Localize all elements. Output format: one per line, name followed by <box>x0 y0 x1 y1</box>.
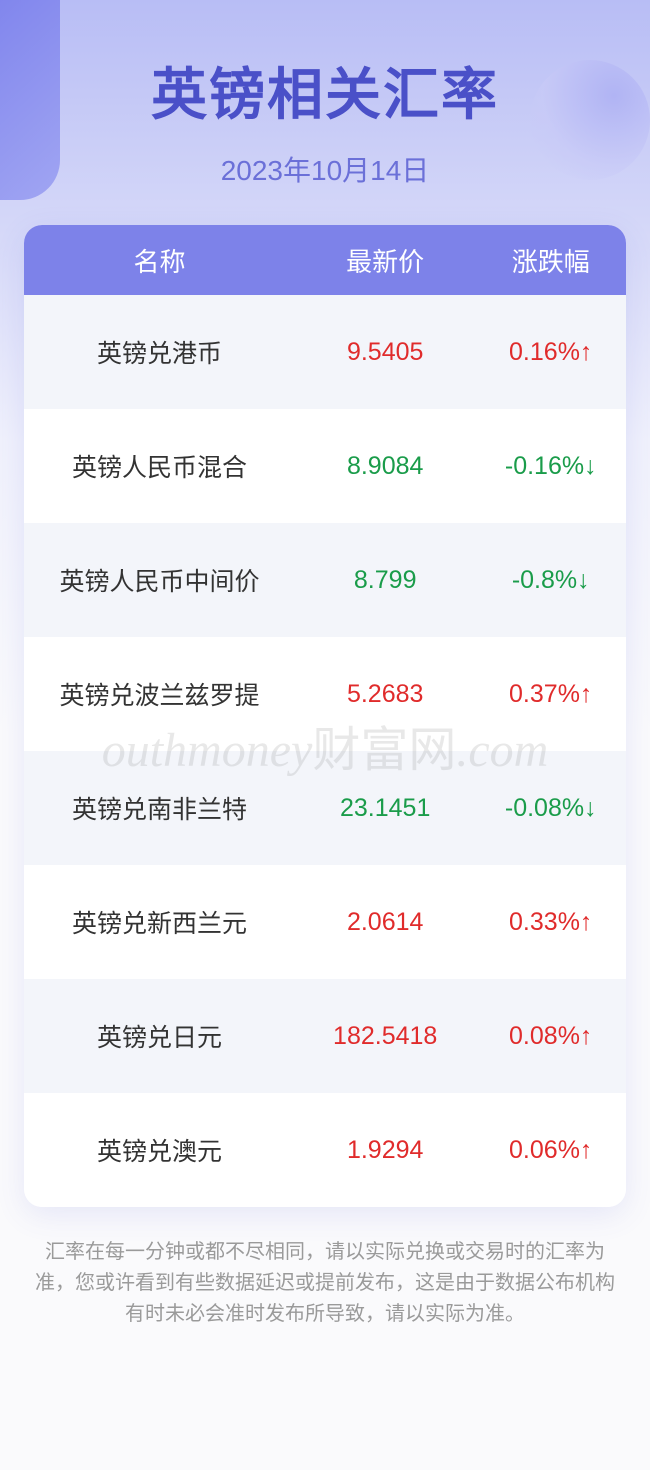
cell-name: 英镑兑澳元 <box>24 1132 295 1168</box>
cell-name: 英镑人民币中间价 <box>24 562 295 598</box>
table-row: 英镑人民币中间价8.799-0.8%↓ <box>24 523 626 637</box>
disclaimer-text: 汇率在每一分钟或都不尽相同，请以实际兑换或交易时的汇率为准，您或许看到有些数据延… <box>34 1237 616 1330</box>
cell-price: 1.9294 <box>295 1136 476 1165</box>
cell-change: 0.33%↑ <box>475 908 626 937</box>
cell-name: 英镑兑波兰兹罗提 <box>24 676 295 712</box>
table-row: 英镑兑新西兰元2.06140.33%↑ <box>24 865 626 979</box>
cell-name: 英镑兑日元 <box>24 1018 295 1054</box>
cell-name: 英镑兑港币 <box>24 334 295 370</box>
table-row: 英镑兑波兰兹罗提5.26830.37%↑ <box>24 637 626 751</box>
table-row: 英镑兑南非兰特23.1451-0.08%↓ <box>24 751 626 865</box>
cell-name: 英镑兑新西兰元 <box>24 904 295 940</box>
table-row: 英镑兑日元182.54180.08%↑ <box>24 979 626 1093</box>
col-header-price: 最新价 <box>295 242 476 279</box>
cell-name: 英镑兑南非兰特 <box>24 790 295 826</box>
page-date: 2023年10月14日 <box>0 149 650 189</box>
table-row: 英镑兑港币9.54050.16%↑ <box>24 295 626 409</box>
cell-price: 8.799 <box>295 566 476 595</box>
table-row: 英镑兑澳元1.92940.06%↑ <box>24 1093 626 1207</box>
cell-change: 0.37%↑ <box>475 680 626 709</box>
cell-change: -0.8%↓ <box>475 566 626 595</box>
page-title: 英镑相关汇率 <box>0 50 650 131</box>
cell-change: 0.08%↑ <box>475 1022 626 1051</box>
table-row: 英镑人民币混合8.9084-0.16%↓ <box>24 409 626 523</box>
cell-price: 182.5418 <box>295 1022 476 1051</box>
rates-card: 名称 最新价 涨跌幅 英镑兑港币9.54050.16%↑英镑人民币混合8.908… <box>24 225 626 1207</box>
col-header-change: 涨跌幅 <box>475 242 626 279</box>
cell-price: 9.5405 <box>295 338 476 367</box>
content-wrapper: 英镑相关汇率 2023年10月14日 名称 最新价 涨跌幅 英镑兑港币9.540… <box>0 0 650 1330</box>
cell-change: 0.06%↑ <box>475 1136 626 1165</box>
cell-price: 8.9084 <box>295 452 476 481</box>
col-header-name: 名称 <box>24 242 295 279</box>
cell-price: 5.2683 <box>295 680 476 709</box>
cell-price: 23.1451 <box>295 794 476 823</box>
cell-change: -0.16%↓ <box>475 452 626 481</box>
cell-change: 0.16%↑ <box>475 338 626 367</box>
table-body: 英镑兑港币9.54050.16%↑英镑人民币混合8.9084-0.16%↓英镑人… <box>24 295 626 1207</box>
table-header: 名称 最新价 涨跌幅 <box>24 225 626 295</box>
cell-name: 英镑人民币混合 <box>24 448 295 484</box>
cell-price: 2.0614 <box>295 908 476 937</box>
cell-change: -0.08%↓ <box>475 794 626 823</box>
